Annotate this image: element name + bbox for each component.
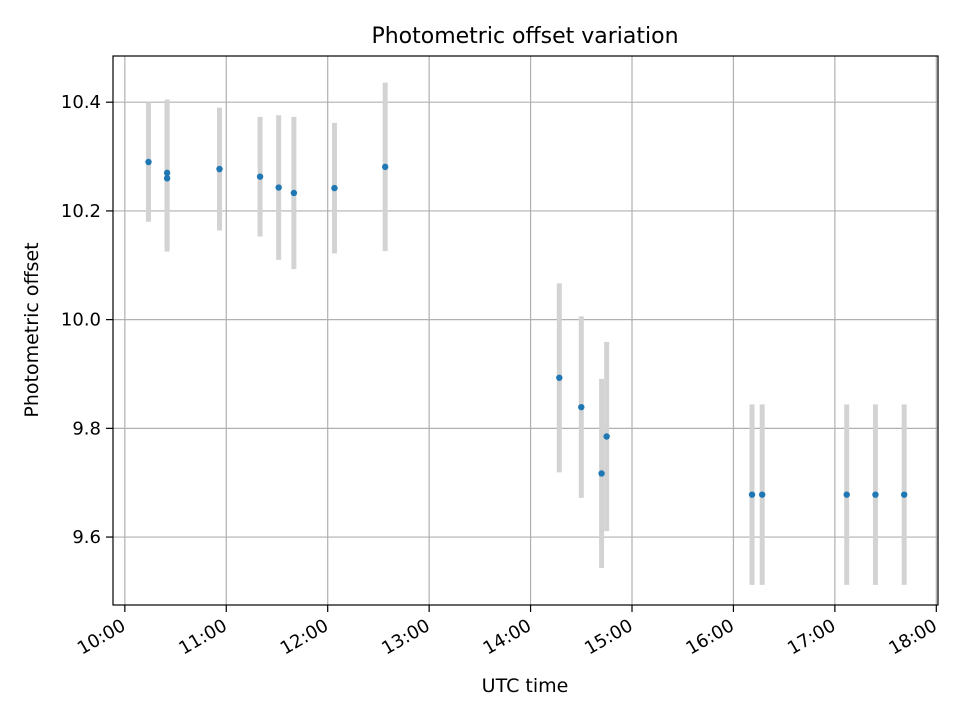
data-point <box>872 491 879 498</box>
data-points <box>145 158 908 498</box>
data-point <box>843 491 850 498</box>
plot-frame <box>112 55 939 606</box>
chart-title: Photometric offset variation <box>371 24 678 49</box>
data-point <box>331 184 338 192</box>
data-point <box>556 374 563 381</box>
data-point <box>290 189 298 197</box>
y-axis-ticks: 9.6 9.8 10.0 10.2 10.4 <box>61 92 113 548</box>
data-point <box>603 433 610 440</box>
y-tick-label: 10.0 <box>61 310 101 331</box>
data-point <box>163 175 171 182</box>
data-point <box>216 165 223 173</box>
plot-area <box>113 56 938 605</box>
y-tick-label: 10.4 <box>61 92 101 113</box>
data-point <box>163 169 171 177</box>
y-tick-label: 10.2 <box>61 201 101 222</box>
data-point <box>381 163 389 171</box>
data-point <box>758 491 766 498</box>
x-axis-label: UTC time <box>482 675 569 697</box>
data-point <box>578 403 585 411</box>
grid <box>113 56 938 605</box>
data-point <box>145 158 152 166</box>
data-point <box>256 173 264 180</box>
y-axis-label: Photometric offset <box>21 242 43 417</box>
data-point <box>900 491 908 498</box>
data-point <box>275 184 282 191</box>
data-point <box>598 470 605 477</box>
data-point <box>748 491 756 498</box>
y-tick-label: 9.6 <box>72 527 101 548</box>
y-tick-label: 9.8 <box>72 418 101 439</box>
